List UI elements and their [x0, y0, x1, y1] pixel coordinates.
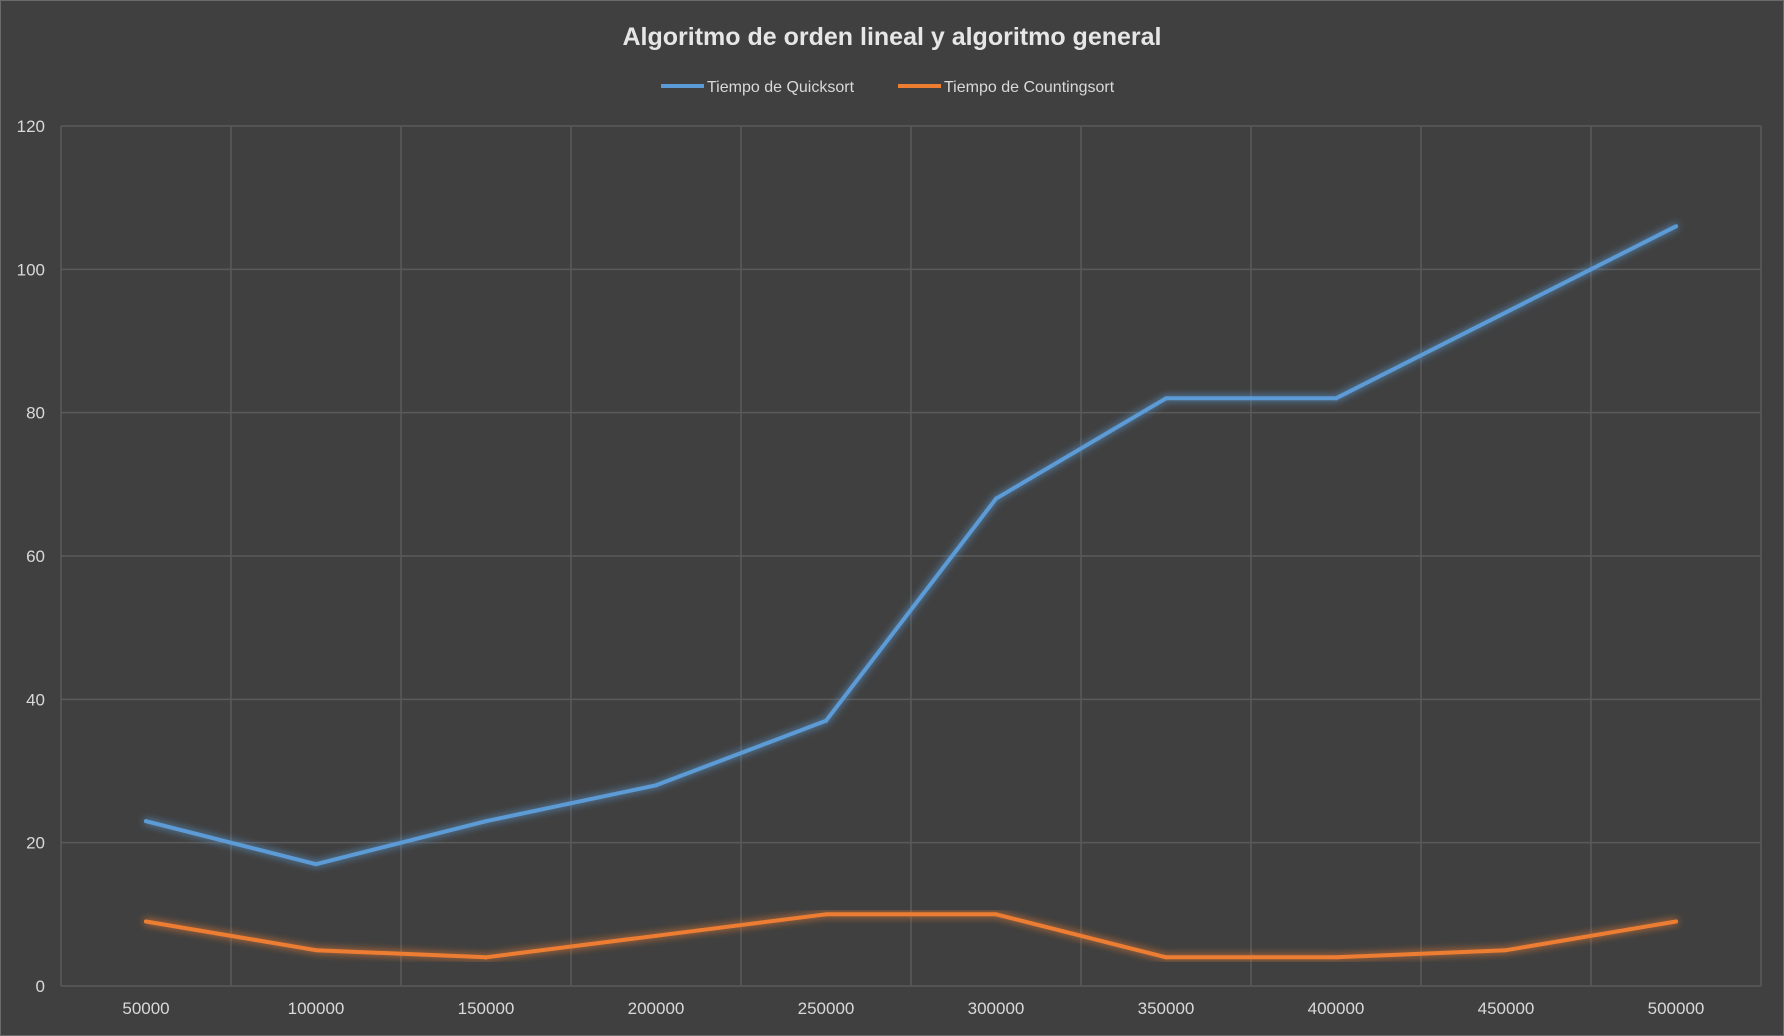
x-tick-label: 350000	[1138, 999, 1195, 1018]
x-tick-label: 150000	[458, 999, 515, 1018]
data-point	[144, 819, 148, 824]
y-tick-label: 20	[26, 834, 45, 853]
legend-label-countingsort: Tiempo de Countingsort	[944, 79, 1115, 96]
x-tick-label: 450000	[1478, 999, 1535, 1018]
y-tick-label: 0	[36, 977, 45, 996]
x-tick-label: 200000	[628, 999, 685, 1018]
data-point	[484, 819, 488, 824]
data-point	[314, 862, 318, 867]
data-point	[144, 919, 148, 924]
data-point	[1164, 955, 1168, 960]
legend: Tiempo de Quicksort Tiempo de Countingso…	[661, 79, 1115, 96]
data-point	[484, 955, 488, 960]
data-point	[994, 496, 998, 501]
data-point	[1674, 224, 1678, 229]
data-point	[1504, 948, 1508, 953]
chart-title: Algoritmo de orden lineal y algoritmo ge…	[623, 23, 1162, 51]
data-point	[1334, 955, 1338, 960]
x-tick-label: 400000	[1308, 999, 1365, 1018]
series-line-countingsort	[144, 912, 1678, 960]
y-tick-label: 60	[26, 547, 45, 566]
x-axis: 50000 100000 150000 200000 250000 300000 35000…	[122, 999, 1704, 1018]
series-line-quicksort	[144, 224, 1678, 867]
data-point	[314, 948, 318, 953]
y-tick-label: 40	[26, 690, 45, 709]
data-point	[1674, 919, 1678, 924]
x-tick-label: 250000	[798, 999, 855, 1018]
y-tick-label: 80	[26, 404, 45, 423]
data-point	[1164, 396, 1168, 401]
x-tick-label: 500000	[1648, 999, 1705, 1018]
data-point	[1334, 396, 1338, 401]
data-point	[824, 718, 828, 723]
data-point	[654, 933, 658, 938]
x-tick-label: 50000	[122, 999, 169, 1018]
legend-label-quicksort: Tiempo de Quicksort	[707, 79, 855, 96]
y-axis: 0 20 40 60 80 100 120	[17, 117, 45, 996]
y-tick-label: 100	[17, 260, 45, 279]
data-point	[824, 912, 828, 917]
data-point	[1504, 310, 1508, 315]
series-layer	[144, 224, 1678, 960]
gridlines	[60, 125, 1762, 987]
data-point	[654, 783, 658, 788]
y-tick-label: 120	[17, 117, 45, 136]
x-tick-label: 100000	[288, 999, 345, 1018]
x-tick-label: 300000	[968, 999, 1025, 1018]
data-point	[994, 912, 998, 917]
